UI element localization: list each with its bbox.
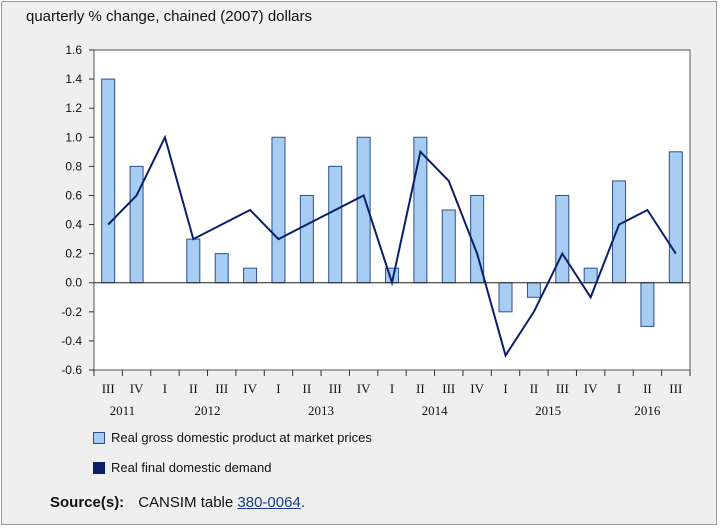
y-tick-label: -0.4	[61, 334, 82, 348]
y-tick-label: 1.2	[65, 101, 82, 115]
bar	[640, 282, 655, 327]
x-tick-label: I	[276, 381, 280, 396]
y-tick-label: 0.2	[65, 247, 82, 261]
x-tick-label: IV	[584, 381, 598, 396]
year-label: 2013	[308, 403, 334, 418]
plot-area	[93, 49, 691, 371]
x-tick-label: IV	[243, 381, 257, 396]
legend-swatch-demand	[93, 461, 105, 474]
legend-swatch-gdp	[93, 431, 105, 444]
x-tick-label: II	[416, 381, 425, 396]
x-tick-label: IV	[470, 381, 484, 396]
x-tick-label: I	[390, 381, 394, 396]
x-tick-label: I	[617, 381, 621, 396]
x-tick-label: IV	[130, 381, 144, 396]
source-note: Source(s): CANSIM table 380-0064.	[50, 494, 305, 511]
x-tick-label: I	[503, 381, 507, 396]
y-tick-label: 1.6	[65, 43, 82, 57]
x-tick-label: I	[163, 381, 167, 396]
year-label: 2011	[110, 403, 136, 418]
bar	[441, 209, 456, 284]
bar	[526, 282, 541, 298]
y-axis: 1.6 1.4 1.2 1.0 0.8 0.6 0.4 0.2 0.0 -0.2 -0.4 -0.6	[61, 43, 94, 377]
bar	[583, 267, 598, 284]
bar	[668, 151, 683, 284]
x-tick-label: IV	[357, 381, 371, 396]
bar	[555, 194, 570, 284]
y-tick-label: -0.2	[61, 305, 82, 319]
x-tick-label: III	[329, 381, 342, 396]
source-link[interactable]: 380-0064	[237, 494, 301, 511]
source-suffix: .	[300, 494, 305, 511]
x-tick-label: III	[556, 381, 569, 396]
y-tick-label: 1.0	[65, 130, 82, 144]
y-tick-label: 0.6	[65, 188, 82, 202]
legend-item-gdp: Real gross domestic product at market pr…	[93, 430, 372, 445]
legend-label-demand: Real final domestic demand	[111, 460, 272, 475]
bar	[214, 253, 229, 284]
y-tick-label: -0.6	[61, 363, 82, 377]
bar	[413, 136, 428, 284]
bar	[299, 194, 314, 284]
source-label: Source(s):	[50, 494, 125, 511]
bar	[243, 267, 258, 284]
y-tick-label: 0.8	[65, 159, 82, 173]
x-tick-label: III	[669, 381, 682, 396]
bar	[186, 238, 201, 284]
year-label: 2012	[195, 403, 221, 418]
source-text: CANSIM table	[138, 494, 234, 511]
x-tick-label: II	[530, 381, 539, 396]
x-axis: III IV I II III IV I II III IV I II III IV I II III IV I II…	[93, 370, 691, 418]
bar	[271, 136, 286, 284]
y-tick-label: 0.4	[65, 218, 82, 232]
legend-label-gdp: Real gross domestic product at market pr…	[111, 430, 372, 445]
y-axis-unit-label: quarterly % change, chained (2007) dolla…	[26, 8, 313, 25]
x-tick-label: III	[215, 381, 228, 396]
bar	[328, 165, 343, 284]
year-label: 2016	[634, 403, 661, 418]
y-tick-label: 1.4	[65, 72, 82, 86]
year-label: 2014	[422, 403, 449, 418]
line-series	[107, 134, 677, 358]
x-tick-label: II	[303, 381, 312, 396]
bar	[101, 78, 116, 284]
y-tick-label: 0.0	[65, 276, 82, 290]
x-tick-label: III	[102, 381, 115, 396]
bar	[498, 282, 513, 313]
legend-item-demand: Real final domestic demand	[93, 460, 271, 475]
bar	[129, 165, 144, 284]
x-tick-label: II	[643, 381, 652, 396]
x-tick-label: II	[189, 381, 198, 396]
x-tick-label: III	[442, 381, 455, 396]
bar	[612, 180, 627, 284]
year-label: 2015	[535, 403, 561, 418]
